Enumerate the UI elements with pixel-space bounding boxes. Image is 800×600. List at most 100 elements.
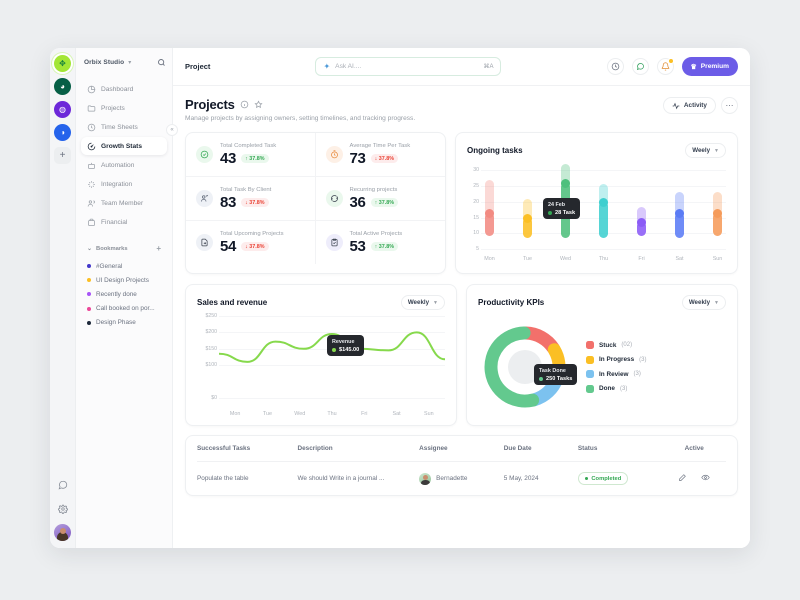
tooltip-dot	[539, 376, 543, 381]
bookmark-call-booked[interactable]: Call booked on por...	[76, 302, 172, 316]
bookmark-dot	[87, 278, 91, 283]
stat-delta: 37.8%	[378, 199, 395, 206]
y-axis-tick: 20	[473, 198, 479, 205]
arrow-down-icon: ↓	[245, 199, 248, 206]
search-shortcut: ⌘A	[483, 64, 494, 70]
message-icon[interactable]	[631, 58, 649, 75]
sidebar-item-projects[interactable]: Projects	[81, 99, 167, 117]
tasks-table: Successful Tasks Description Assignee Du…	[197, 436, 726, 495]
chat-icon[interactable]	[54, 476, 71, 493]
premium-button[interactable]: ♛ Premium	[681, 57, 738, 76]
stat-recurring-projects: Recurring projects 36 ↑ 37.8%	[315, 177, 445, 221]
legend-item-stuck[interactable]: Stuck (02)	[586, 341, 647, 350]
sidebar-item-automation[interactable]: Automation	[81, 156, 167, 174]
pencil-icon[interactable]	[678, 473, 687, 482]
bookmark-design-phase[interactable]: Design Phase	[76, 316, 172, 330]
bar-column[interactable]: Sat	[675, 164, 684, 262]
stat-total-task-by-client: Total Task By Client 83 ↓ 37.8%	[186, 177, 316, 221]
add-workspace-button[interactable]: +	[54, 147, 71, 164]
legend-swatch	[586, 355, 594, 364]
bookmarks-header[interactable]: ⌄ Bookmarks +	[76, 232, 172, 259]
stat-value: 83	[220, 194, 237, 211]
eye-icon[interactable]	[701, 473, 710, 482]
workspace-purple-icon[interactable]: ◍	[54, 101, 71, 118]
bookmark-dot	[87, 306, 91, 311]
more-horizontal-icon[interactable]: ⋯	[721, 97, 738, 114]
workspace-green-icon[interactable]: ◕	[54, 78, 71, 95]
bar-column[interactable]: Sun	[713, 164, 722, 262]
status-badge: Completed	[577, 472, 629, 485]
info-icon[interactable]	[240, 100, 249, 109]
table-row[interactable]: Populate the table We should Write in a …	[197, 462, 726, 496]
kpi-period-select[interactable]: Weekly ▼	[681, 295, 726, 310]
cell-description: We should Write in a journal ...	[297, 475, 385, 482]
cell-due-date: 5 May, 2024	[503, 475, 539, 482]
stat-delta-badge: ↑ 37.8%	[370, 198, 399, 207]
workspace-selector[interactable]: Orbix Studio ▾	[76, 48, 172, 76]
tooltip-title: Revenue	[332, 338, 355, 345]
user-avatar[interactable]	[54, 524, 71, 541]
page-header: Projects Manage projects by assigning ow…	[185, 97, 738, 122]
bar-chart-tooltip: 24 Feb 28 Task	[543, 198, 581, 219]
bar-column[interactable]: Mon	[484, 164, 495, 262]
add-bookmark-button[interactable]: +	[156, 244, 161, 253]
period-value: Weekly	[688, 299, 711, 306]
activity-button[interactable]: Activity	[662, 97, 716, 114]
sidebar-item-label: Dashboard	[101, 85, 134, 93]
search-input[interactable]: ✦ Ask AI.... ⌘A	[315, 57, 502, 76]
bookmark-ui-design-projects[interactable]: UI Design Projects	[76, 273, 172, 287]
sidebar-item-label: Growth Stats	[101, 142, 143, 150]
legend-count: (02)	[621, 342, 633, 349]
history-icon[interactable]	[606, 58, 624, 75]
bookmark-general[interactable]: #General	[76, 259, 172, 273]
donut-segment[interactable]	[484, 326, 540, 408]
legend-item-done[interactable]: Done (3)	[586, 384, 647, 393]
user-check-icon	[196, 190, 213, 207]
ongoing-tasks-period-select[interactable]: Weely ▼	[685, 143, 726, 158]
arrow-up-icon: ↑	[245, 155, 248, 162]
row-stats-and-bar: Total Completed Task 43 ↑ 37.8%	[185, 132, 738, 274]
chart-header: Ongoing tasks Weely ▼	[467, 143, 726, 158]
workspace-blue-icon[interactable]: ◑	[54, 124, 71, 141]
tooltip-value: $145.00	[339, 346, 360, 353]
y-axis-tick: 5	[476, 246, 479, 252]
bar-column[interactable]: Fri	[637, 164, 646, 262]
star-icon[interactable]	[254, 100, 263, 109]
legend-count: (3)	[619, 385, 628, 392]
y-axis-tick: 25	[473, 183, 479, 190]
bookmark-recently-done[interactable]: Recently done	[76, 287, 172, 301]
stat-body: Total Upcoming Projects 54 ↓ 37.8%	[220, 231, 284, 255]
stat-delta-badge: ↓ 37.8%	[241, 198, 269, 207]
search-icon[interactable]	[157, 58, 166, 67]
sidebar-item-team-member[interactable]: Team Member	[81, 194, 167, 212]
clock-icon	[87, 123, 96, 132]
stats-grid: Total Completed Task 43 ↑ 37.8%	[186, 133, 445, 264]
legend-item-in-progress[interactable]: In Progress (3)	[586, 355, 647, 364]
line-chart-plot: Mon Tue Wed Thu Fri Sat Sun Revenue $145.00	[219, 316, 445, 417]
financial-icon	[87, 218, 96, 227]
bookmark-dot	[87, 320, 91, 325]
folder-icon	[87, 104, 96, 113]
table-body: Populate the table We should Write in a …	[197, 462, 726, 496]
bar-value-knob	[637, 218, 646, 228]
sidebar-item-label: Financial	[101, 218, 128, 226]
y-axis-tick: $100	[205, 362, 217, 369]
sidebar-collapse-button[interactable]: «	[166, 124, 178, 136]
workspace-active-icon[interactable]: ✥	[54, 55, 71, 72]
settings-icon[interactable]	[54, 500, 71, 517]
sidebar-item-dashboard[interactable]: Dashboard	[81, 80, 167, 98]
legend-item-in-review[interactable]: In Review (3)	[586, 370, 647, 379]
bar-column[interactable]: Tue	[523, 164, 532, 262]
bookmark-label: #General	[96, 262, 123, 270]
bell-icon[interactable]	[656, 58, 674, 75]
x-axis-tick: Tue	[522, 256, 533, 262]
legend-count: (3)	[633, 371, 641, 378]
sidebar-item-financial[interactable]: Financial	[81, 213, 167, 231]
bar-column[interactable]: Thu	[599, 164, 608, 262]
sidebar-item-time-sheets[interactable]: Time Sheets	[81, 118, 167, 136]
sidebar-item-growth-stats[interactable]: Growth Stats	[81, 137, 167, 155]
x-axis-tick: Sat	[392, 411, 401, 417]
sidebar-item-integration[interactable]: Integration	[81, 175, 167, 193]
bar-value-knob	[523, 213, 532, 223]
sales-period-select[interactable]: Weekly ▼	[400, 295, 445, 310]
